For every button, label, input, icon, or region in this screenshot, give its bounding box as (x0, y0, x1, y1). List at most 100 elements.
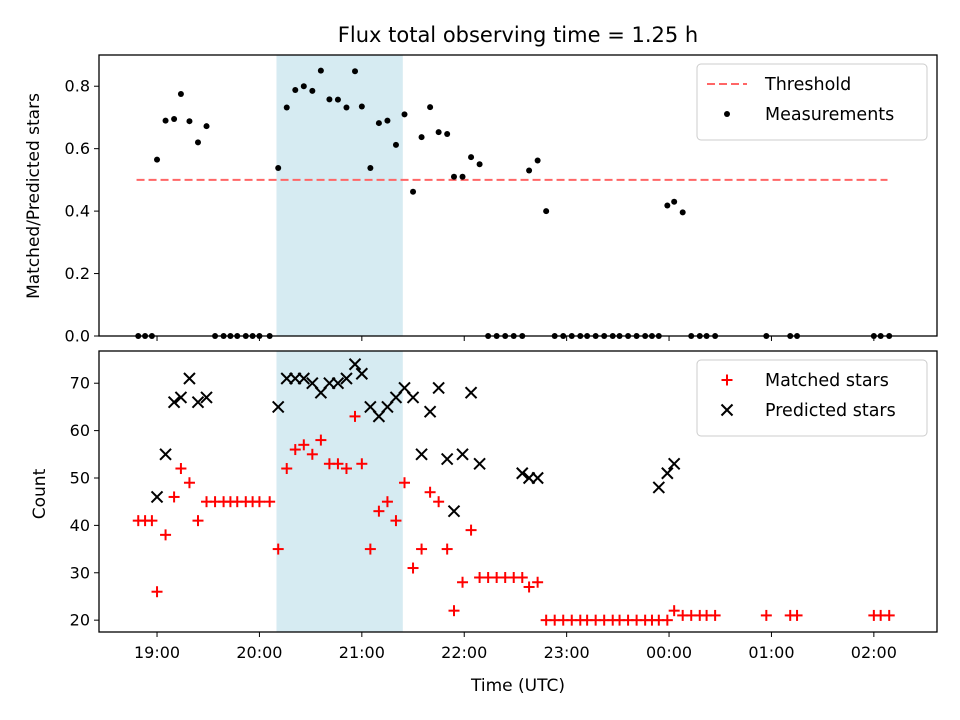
matched-star-point (709, 609, 721, 621)
y-tick-label: 40 (70, 516, 90, 535)
measurement-point (459, 173, 466, 180)
matched-star-point (340, 463, 352, 475)
matched-star-point (791, 609, 803, 621)
measurement-point (283, 104, 290, 111)
y-tick-label: 0.0 (65, 327, 90, 346)
predicted-star-point (415, 448, 428, 461)
y-tick-label: 20 (70, 611, 90, 630)
measurement-point (427, 104, 434, 111)
matched-star-point (306, 448, 318, 460)
x-tick-label: 20:00 (236, 643, 282, 662)
predicted-star-point (406, 391, 420, 404)
x-b (200, 391, 213, 404)
matched-star-point (146, 515, 158, 527)
x-b (447, 504, 461, 518)
x-b (423, 405, 437, 418)
legend-measurement-swatch (724, 111, 730, 117)
predicted-star-point (516, 467, 529, 480)
predicted-star-point (348, 358, 362, 371)
measurement-point (326, 96, 333, 103)
matched-star-point (192, 515, 204, 527)
measurement-point (468, 154, 475, 161)
predicted-star-point (456, 448, 469, 461)
predicted-star-point (440, 452, 454, 466)
predicted-star-point (667, 457, 681, 470)
x-axis-label: Time (UTC) (470, 676, 565, 696)
matched-star-point (516, 572, 528, 584)
measurement-point (534, 157, 541, 164)
measurement-point (664, 202, 671, 209)
x-b (667, 457, 681, 470)
predicted-star-point (159, 448, 172, 461)
predicted-star-point (200, 391, 213, 404)
y-tick-label: 70 (70, 374, 90, 393)
predicted-star-point (432, 381, 445, 395)
measurement-point (162, 117, 169, 124)
matched-star-point (264, 496, 276, 508)
measurement-point (543, 208, 550, 215)
measurement-point (401, 111, 408, 118)
predicted-star-point (423, 405, 437, 418)
predicted-star-point (661, 467, 674, 480)
measurement-point (203, 123, 210, 130)
legend: Threshold Measurements (696, 63, 928, 141)
predicted-star-point (331, 377, 345, 390)
measurement-point (476, 161, 483, 168)
x-b (440, 452, 454, 466)
predicted-star-point (271, 400, 285, 414)
matched-star-point (356, 458, 368, 470)
x-b (340, 372, 353, 385)
matched-star-point (457, 576, 469, 588)
matched-star-point (465, 524, 477, 536)
matched-star-point (253, 496, 265, 508)
measurement-point (352, 68, 359, 75)
matched-star-point (390, 515, 402, 527)
measurement-point (275, 165, 282, 172)
y-tick-label: 50 (70, 468, 90, 487)
x-b (473, 457, 486, 470)
x-b (150, 490, 164, 504)
measurement-point (384, 117, 391, 124)
predicted-star-point (191, 395, 205, 409)
x-b (464, 386, 478, 399)
predicted-star-point (464, 386, 478, 399)
x-b (348, 358, 362, 371)
legend-box (696, 359, 928, 437)
x-b (167, 395, 181, 409)
x-b (183, 372, 196, 385)
x-b (398, 381, 411, 395)
matched-star-point (349, 410, 361, 422)
predicted-star-point (652, 481, 666, 494)
x-b (355, 367, 369, 380)
measurement-point (358, 103, 365, 110)
bottom-y-axis-label: Count (30, 468, 50, 519)
matched-star-point (416, 543, 428, 555)
matched-star-point (332, 458, 344, 470)
matched-star-point (281, 463, 293, 475)
matched-star-point (661, 614, 673, 626)
measurement-point (671, 198, 678, 205)
x-b (516, 467, 529, 480)
x-b (297, 372, 311, 385)
x-b (331, 377, 345, 390)
matched-star-point (175, 463, 187, 475)
x-b (306, 377, 319, 390)
top-panel: 0.0 0.2 0.4 0.6 0.8 Threshold Measurements (65, 54, 938, 346)
matched-star-point (448, 605, 460, 617)
predicted-star-point (531, 471, 544, 485)
x-b (191, 395, 205, 409)
matched-star-point (289, 444, 301, 456)
measurement-point (154, 156, 161, 163)
matched-star-point (168, 491, 180, 503)
top-y-axis-label: Matched/Predicted stars (24, 93, 44, 299)
x-b (159, 448, 172, 461)
measurement-point (317, 67, 324, 74)
x-b (432, 381, 445, 395)
predicted-star-point (297, 372, 311, 385)
y-tick-label: 30 (70, 563, 90, 582)
predicted-star-point (183, 372, 196, 385)
matched-star-point (407, 562, 419, 574)
matched-star-point (183, 477, 195, 489)
measurement-point (171, 116, 178, 123)
